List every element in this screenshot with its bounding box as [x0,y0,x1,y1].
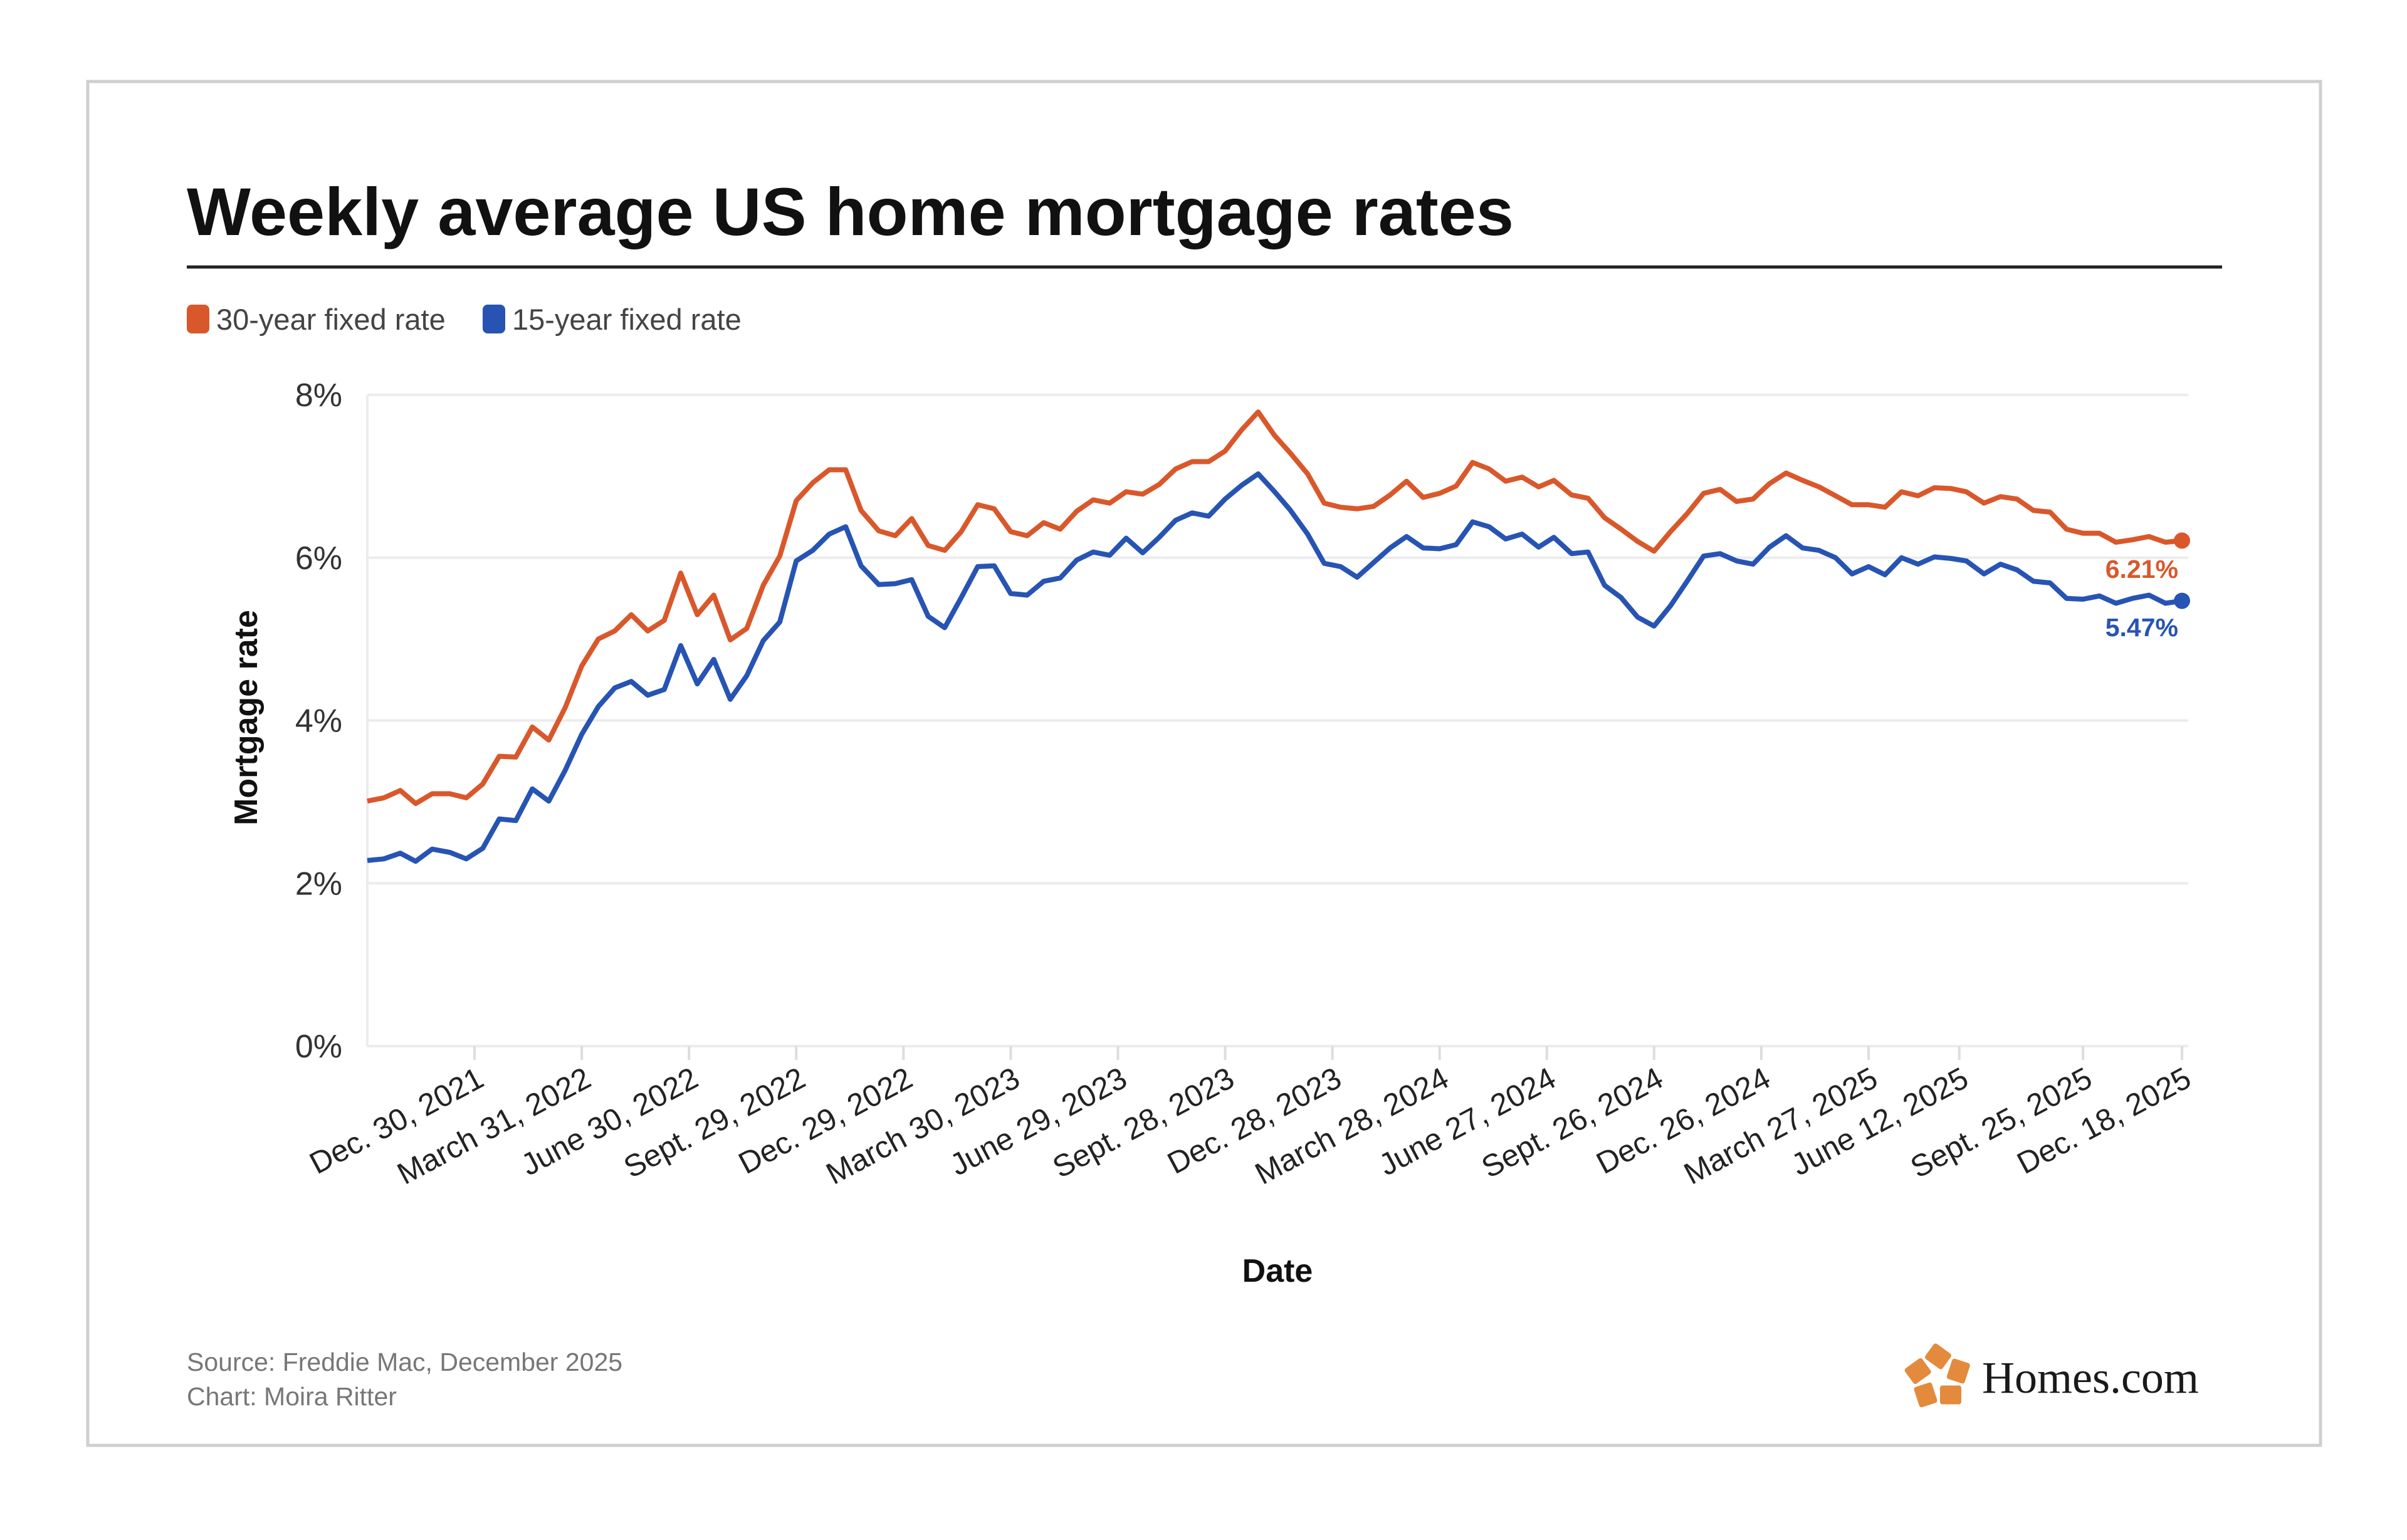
y-tick-label: 6% [295,540,342,577]
legend-label-30-year: 30-year fixed rate [216,303,446,336]
legend: 30-year fixed rate 15-year fixed rate [187,303,742,336]
chart-title: Weekly average US home mortgage rates [187,174,1514,249]
y-tick-label: 0% [295,1029,342,1065]
logo-petal [1939,1385,1961,1405]
plot-area [367,409,2190,864]
source-note: Source: Freddie Mac, December 2025 [187,1348,622,1376]
end-label-15-year: 5.47% [2105,613,2178,642]
homes-logo-star-icon [1904,1343,1970,1408]
logo-petal [1946,1358,1970,1384]
series-30-year-line [367,409,2183,806]
y-tick-label: 8% [295,377,342,414]
y-tick-label: 2% [295,866,342,902]
homes-logo: Homes.com [1904,1343,2199,1408]
legend-label-15-year: 15-year fixed rate [512,303,742,336]
series-15-year-line [367,471,2183,864]
legend-swatch-15-year [483,305,505,333]
series-15-year-end-marker [2174,592,2190,609]
gridlines: 0% 2% 4% 6% 8% [295,377,2188,1065]
end-label-30-year: 6.21% [2105,555,2178,584]
x-axis-label: Date [1242,1253,1313,1289]
logo-petal [1925,1343,1951,1370]
series-30-year-end-marker [2174,532,2190,549]
y-axis-label: Mortgage rate [228,610,265,825]
chart-frame [86,80,2322,1447]
chart-credit: Chart: Moira Ritter [187,1382,397,1411]
y-tick-label: 4% [295,703,342,740]
logo-petal [1914,1382,1938,1408]
homes-logo-text: Homes.com [1982,1353,2199,1403]
logo-petal [1904,1358,1931,1385]
legend-swatch-30-year [187,305,209,333]
